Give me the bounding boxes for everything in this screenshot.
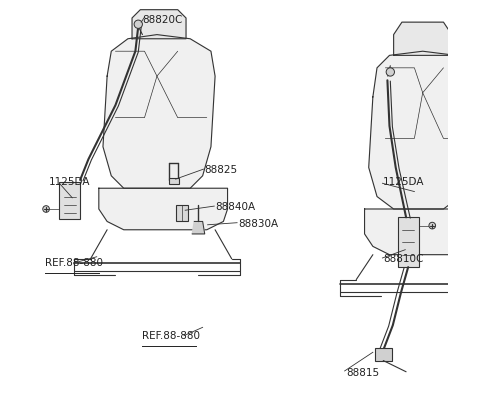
Circle shape: [386, 68, 395, 76]
Circle shape: [429, 222, 435, 229]
Polygon shape: [365, 209, 480, 255]
Bar: [176, 205, 188, 222]
Bar: [168, 178, 179, 184]
Polygon shape: [192, 222, 204, 234]
Circle shape: [134, 20, 143, 28]
Text: 88840A: 88840A: [215, 202, 255, 212]
Text: 88825: 88825: [204, 165, 238, 175]
Text: 1125DA: 1125DA: [383, 177, 425, 187]
Text: 88820C: 88820C: [143, 15, 183, 25]
Text: 88830A: 88830A: [238, 219, 278, 229]
Polygon shape: [132, 10, 186, 39]
Polygon shape: [99, 188, 228, 230]
Polygon shape: [103, 35, 215, 188]
Bar: [60, 182, 80, 219]
Text: 88810C: 88810C: [383, 254, 424, 264]
Text: 1125DA: 1125DA: [49, 177, 91, 187]
Polygon shape: [394, 22, 452, 55]
Bar: [398, 217, 419, 267]
Text: 88815: 88815: [346, 368, 379, 378]
Circle shape: [43, 206, 49, 212]
Bar: [375, 348, 392, 361]
Text: REF.88-880: REF.88-880: [143, 331, 201, 341]
Text: REF.88-880: REF.88-880: [45, 258, 103, 268]
Polygon shape: [369, 51, 472, 209]
